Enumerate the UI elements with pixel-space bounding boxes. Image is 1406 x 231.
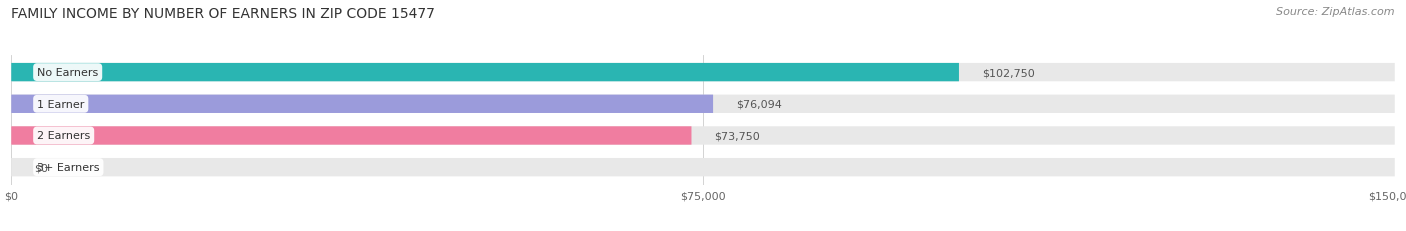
FancyBboxPatch shape xyxy=(11,64,959,82)
Text: $76,094: $76,094 xyxy=(737,99,782,109)
Text: 2 Earners: 2 Earners xyxy=(37,131,90,141)
Text: FAMILY INCOME BY NUMBER OF EARNERS IN ZIP CODE 15477: FAMILY INCOME BY NUMBER OF EARNERS IN ZI… xyxy=(11,7,434,21)
Text: $102,750: $102,750 xyxy=(981,68,1035,78)
FancyBboxPatch shape xyxy=(11,64,1395,82)
FancyBboxPatch shape xyxy=(11,127,692,145)
FancyBboxPatch shape xyxy=(11,127,1395,145)
Text: $0: $0 xyxy=(34,162,48,172)
Text: $73,750: $73,750 xyxy=(714,131,761,141)
FancyBboxPatch shape xyxy=(11,95,1395,113)
Text: 3+ Earners: 3+ Earners xyxy=(37,162,100,172)
Text: Source: ZipAtlas.com: Source: ZipAtlas.com xyxy=(1277,7,1395,17)
FancyBboxPatch shape xyxy=(11,95,713,113)
Text: No Earners: No Earners xyxy=(37,68,98,78)
Text: 1 Earner: 1 Earner xyxy=(37,99,84,109)
FancyBboxPatch shape xyxy=(11,158,1395,176)
